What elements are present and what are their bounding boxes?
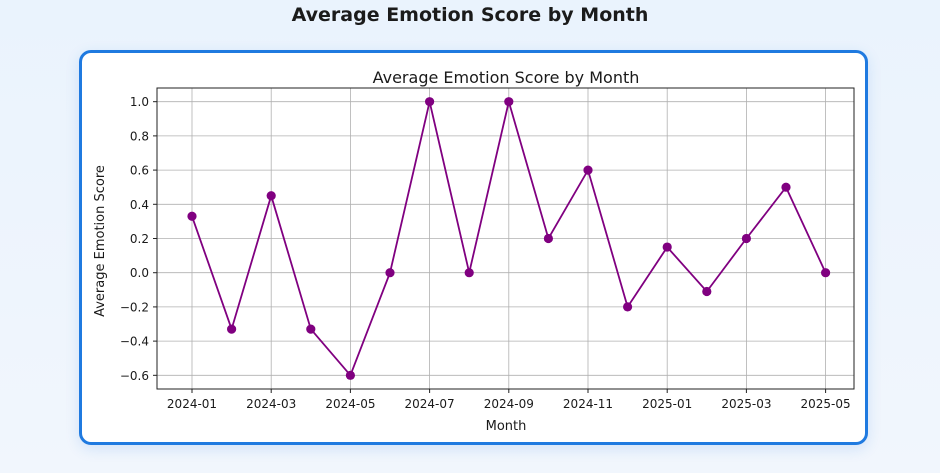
data-point-2024-04 — [306, 324, 316, 334]
chart-title: Average Emotion Score by Month — [373, 68, 640, 87]
y-tick-label: 0.2 — [130, 232, 149, 246]
x-tick-label: 2025-01 — [642, 397, 692, 411]
x-tick-label: 2025-03 — [721, 397, 771, 411]
x-tick-label: 2024-09 — [484, 397, 534, 411]
data-point-2024-01 — [187, 211, 197, 221]
data-point-2024-09 — [504, 97, 514, 107]
series-emotion-score — [187, 97, 831, 380]
line-chart: Average Emotion Score by Month Month Ave… — [93, 68, 855, 434]
data-point-2024-11 — [583, 165, 593, 175]
y-tick-label: 0.4 — [130, 198, 149, 212]
chart-card: Average Emotion Score by Month Month Ave… — [79, 50, 868, 445]
x-tick-label: 2025-05 — [801, 397, 851, 411]
x-tick-label: 2024-03 — [246, 397, 296, 411]
axes: −0.6 −0.4 −0.2 0.0 0.2 0.4 0.6 0.8 1.0 2024-01 202… — [120, 95, 851, 411]
data-point-2024-12 — [623, 302, 633, 312]
x-tick-label: 2024-11 — [563, 397, 613, 411]
y-tick-label: 1.0 — [130, 95, 149, 109]
y-tick-label: 0.0 — [130, 266, 149, 280]
data-point-2025-02 — [702, 286, 712, 297]
data-point-2024-06 — [385, 268, 395, 278]
data-point-2024-03 — [266, 191, 276, 201]
y-tick-label: 0.8 — [130, 129, 149, 143]
x-axis-label: Month — [486, 419, 527, 434]
x-tick-label: 2024-07 — [405, 397, 455, 411]
data-point-2024-05 — [345, 370, 355, 380]
data-point-2025-03 — [741, 233, 752, 244]
data-point-2025-01 — [662, 242, 672, 252]
x-tick-label: 2024-05 — [325, 397, 375, 411]
data-point-2025-04 — [781, 182, 791, 192]
y-tick-label: −0.4 — [120, 335, 149, 349]
y-tick-label: −0.6 — [120, 369, 149, 383]
data-point-2025-05 — [821, 268, 831, 278]
data-point-2024-10 — [543, 233, 553, 244]
y-tick-label: −0.2 — [120, 300, 149, 314]
data-point-2024-07 — [425, 97, 435, 107]
x-tick-label: 2024-01 — [167, 397, 217, 411]
page-title: Average Emotion Score by Month — [291, 4, 649, 26]
data-point-2024-08 — [464, 268, 474, 278]
y-tick-label: 0.6 — [130, 164, 149, 178]
data-point-2024-02 — [227, 324, 237, 334]
y-axis-label: Average Emotion Score — [93, 165, 108, 317]
